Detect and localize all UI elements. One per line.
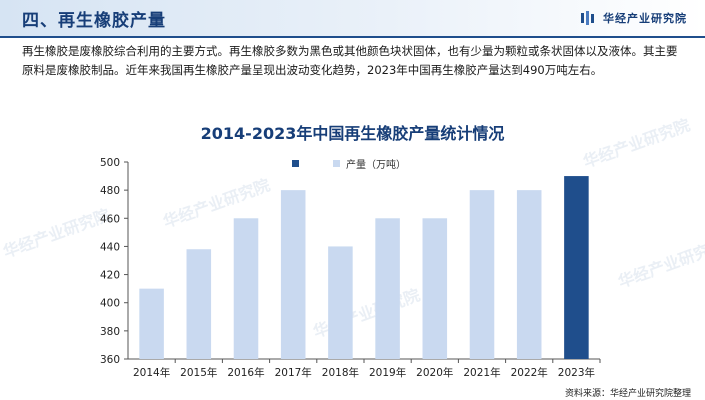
intro-paragraph: 再生橡胶是废橡胶综合利用的主要方式。再生橡胶多数为黑色或其他颜色块状固体，也有少… [22,44,678,77]
legend-label: 产量（万吨） [346,160,406,171]
x-tick-label: 2023年 [558,366,595,379]
x-tick-label: 2022年 [511,366,548,379]
bar [516,190,542,359]
bar [186,249,212,359]
x-tick-label: 2016年 [227,366,264,379]
bar [139,288,164,359]
section-title: 四、再生橡胶产量 [22,11,166,31]
bar [280,190,306,359]
y-tick-label: 500 [100,157,120,169]
y-tick-label: 480 [100,185,120,197]
brand-name: 华经产业研究院 [603,12,687,25]
bar [328,246,353,359]
x-tick-label: 2021年 [463,366,500,379]
x-tick-label: 2019年 [369,366,406,379]
x-tick-label: 2020年 [416,366,453,379]
x-tick-label: 2018年 [322,366,359,379]
chart-legend: 产量（万吨） [292,156,406,171]
legend-swatch-highlight [292,160,299,167]
y-tick-label: 460 [100,213,120,225]
bar [233,218,259,359]
y-tick-label: 420 [100,270,120,282]
y-tick-label: 440 [100,241,120,253]
brand-logo-icon [581,11,594,25]
brand: 华经产业研究院 [581,10,687,26]
bar [469,190,495,359]
source-note: 资料来源：华经产业研究院整理 [564,389,691,399]
x-tick-label: 2015年 [180,366,217,379]
header-accent-line [0,36,705,38]
bar [375,218,400,359]
bar [564,176,589,359]
legend-swatch-series [333,160,340,167]
x-tick-label: 2014年 [133,366,170,379]
chart-title: 2014-2023年中国再生橡胶产量统计情况 [200,124,505,143]
y-tick-label: 380 [100,326,120,338]
y-tick-label: 400 [100,298,120,310]
x-tick-label: 2017年 [275,366,312,379]
bar [422,218,448,359]
y-tick-label: 360 [100,354,120,366]
